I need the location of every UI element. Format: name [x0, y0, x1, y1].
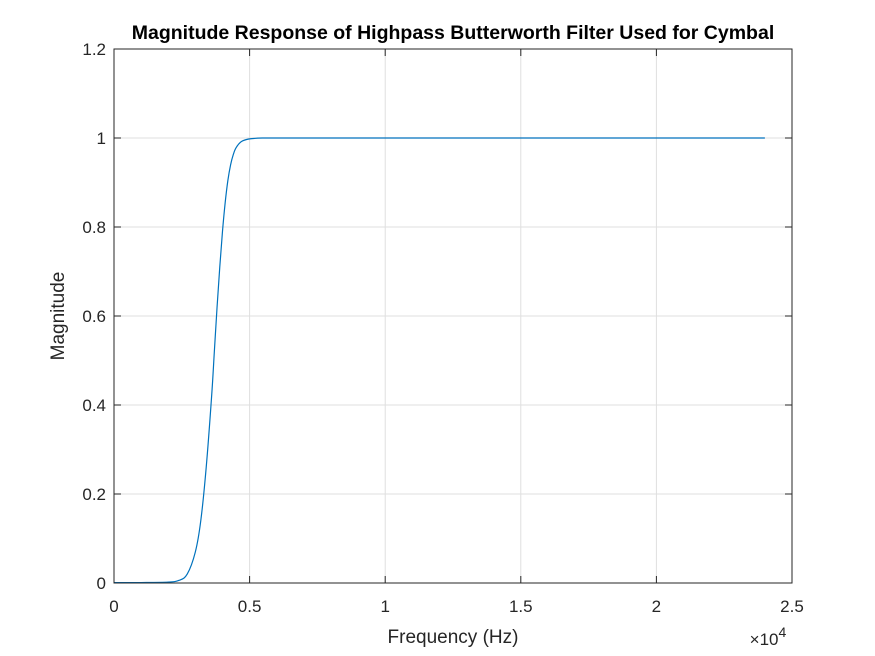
x-tick-label: 2.5 [780, 597, 804, 616]
x-tick-label: 2 [652, 597, 661, 616]
x-tick-label: 0 [109, 597, 118, 616]
y-tick-label: 0.6 [82, 307, 106, 326]
tick-labels: 0 0.5 1 1.5 2 2.5 0 0.2 0.4 0.6 0.8 1 1.2 [82, 40, 803, 616]
y-tick-label: 1 [97, 129, 106, 148]
x-axis-exponent: ×104 [750, 624, 787, 649]
y-tick-label: 0 [97, 574, 106, 593]
y-axis-label: Magnitude [48, 272, 69, 361]
y-tick-label: 0.2 [82, 485, 106, 504]
x-tick-label: 1 [380, 597, 389, 616]
x-tick-label: 0.5 [238, 597, 262, 616]
x-tick-label: 1.5 [509, 597, 533, 616]
y-tick-label: 1.2 [82, 40, 106, 59]
series-line [113, 137, 765, 584]
chart-title: Magnitude Response of Highpass Butterwor… [132, 22, 774, 44]
y-tick-label: 0.4 [82, 396, 106, 415]
y-tick-label: 0.8 [82, 218, 106, 237]
series-layer [113, 137, 765, 584]
ticks [113, 48, 793, 584]
x-axis-label: Frequency (Hz) [388, 627, 519, 648]
